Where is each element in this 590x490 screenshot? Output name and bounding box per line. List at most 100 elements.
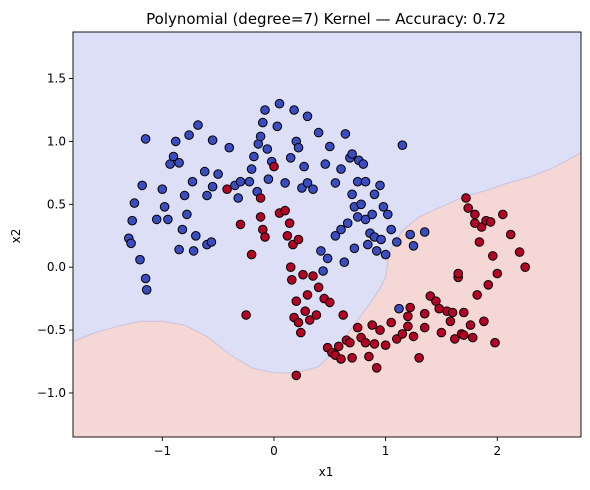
scatter-point-class-1: [235, 219, 246, 230]
scatter-point-class-0: [405, 229, 416, 240]
scatter-point-class-1: [293, 234, 304, 245]
scatter-point-class-0: [302, 178, 313, 188]
scatter-point-class-0: [367, 209, 378, 220]
scatter-point-class-0: [330, 178, 341, 188]
scatter-point-class-1: [414, 353, 424, 363]
scatter-point-class-0: [356, 199, 366, 210]
scatter-point-class-0: [262, 144, 273, 154]
scatter-point-class-0: [163, 214, 173, 225]
scatter-point-class-1: [459, 307, 469, 318]
scatter-point-class-1: [325, 297, 335, 308]
scatter-point-class-1: [255, 212, 266, 222]
scatter-point-class-0: [322, 253, 333, 264]
scatter-point-class-0: [272, 121, 283, 132]
y-tick-label: −0.5: [37, 323, 66, 337]
scatter-point-class-1: [472, 290, 483, 300]
scatter-point-class-1: [483, 280, 494, 290]
scatter-point-class-0: [193, 120, 203, 130]
scatter-point-class-0: [184, 130, 194, 140]
scatter-point-class-0: [168, 151, 179, 162]
scatter-point-class-1: [459, 330, 469, 340]
scatter-point-class-0: [170, 136, 181, 147]
scatter-point-class-1: [333, 341, 344, 352]
scatter-point-class-1: [255, 193, 266, 203]
scatter-point-class-1: [338, 310, 349, 320]
scatter-point-class-0: [274, 98, 285, 109]
scatter-point-class-1: [434, 303, 445, 314]
scatter-point-class-1: [367, 320, 378, 330]
y-tick-label: 0.0: [47, 260, 66, 274]
scatter-point-class-1: [371, 363, 382, 373]
scatter-point-class-0: [258, 117, 268, 128]
y-tick-label: −1.0: [37, 386, 66, 400]
scatter-point-class-1: [445, 316, 456, 327]
scatter-point-class-1: [490, 337, 500, 348]
scatter-point-class-0: [330, 231, 341, 241]
scatter-point-class-1: [386, 317, 397, 328]
scatter-point-class-0: [255, 131, 266, 142]
scatter-point-class-0: [408, 241, 419, 251]
scatter-point-class-0: [207, 181, 218, 192]
scatter-point-class-1: [488, 251, 498, 261]
scatter-point-class-1: [291, 370, 302, 381]
scatter-point-class-0: [188, 246, 199, 256]
scatter-point-class-1: [436, 327, 447, 338]
y-tick-label: 1.5: [47, 72, 66, 86]
scatter-point-class-1: [308, 271, 318, 281]
scatter-point-class-1: [291, 296, 302, 307]
scatter-point-class-0: [263, 174, 274, 184]
scatter-point-class-1: [485, 217, 496, 227]
y-axis-label: x2: [9, 229, 23, 244]
scatter-point-class-0: [336, 224, 346, 235]
chart-title: Polynomial (degree=7) Kernel — Accuracy:…: [146, 10, 506, 28]
scatter-point-class-0: [177, 224, 188, 235]
scatter-point-class-1: [470, 218, 480, 228]
scatter-point-class-1: [453, 268, 464, 279]
x-tick-label: 2: [493, 444, 501, 458]
scatter-point-class-0: [157, 184, 168, 194]
scatter-point-class-1: [284, 218, 295, 228]
scatter-point-class-1: [461, 193, 471, 203]
scatter-point-class-1: [403, 311, 413, 322]
x-axis-label: x1: [319, 465, 334, 479]
scatter-point-class-1: [479, 316, 489, 327]
scatter-point-class-0: [360, 214, 371, 225]
scatter-point-class-0: [199, 166, 210, 177]
scatter-point-class-0: [313, 127, 324, 138]
scatter-point-class-0: [151, 214, 162, 225]
scatter-point-class-0: [260, 105, 270, 115]
scatter-point-class-1: [246, 249, 257, 260]
scatter-point-class-1: [260, 232, 270, 242]
scatter-point-class-1: [298, 269, 308, 280]
scatter-point-class-1: [304, 315, 315, 325]
scatter-point-class-1: [514, 247, 525, 257]
scatter-point-class-1: [405, 302, 416, 313]
scatter-point-class-1: [520, 262, 531, 273]
scatter-point-class-0: [191, 231, 201, 241]
scatter-point-class-0: [375, 180, 385, 191]
scatter-point-class-1: [313, 282, 324, 293]
scatter-point-class-1: [375, 325, 385, 335]
scatter-point-class-1: [408, 331, 419, 342]
scatter-point-class-0: [135, 254, 145, 265]
scatter-point-class-0: [340, 129, 351, 139]
scatter-point-class-0: [244, 176, 255, 187]
scatter-point-class-1: [474, 237, 485, 247]
scatter-point-class-0: [213, 169, 223, 179]
scatter-point-class-1: [403, 321, 413, 332]
scatter-point-class-1: [269, 161, 279, 172]
scatter-point-class-0: [318, 266, 328, 276]
scatter-point-class-1: [302, 290, 313, 300]
plot-area: [72, 31, 582, 438]
scatter-point-class-1: [419, 322, 430, 333]
scatter-point-class-0: [419, 227, 430, 237]
scatter-point-class-0: [233, 193, 243, 203]
scatter-point-class-0: [137, 180, 147, 191]
scatter-point-class-1: [282, 231, 293, 241]
scatter-point-class-0: [285, 153, 296, 163]
scatter-points: [124, 98, 531, 381]
scatter-point-class-0: [360, 176, 371, 187]
scatter-point-class-0: [174, 158, 184, 168]
scatter-point-class-0: [347, 149, 357, 159]
scatter-point-class-1: [467, 332, 478, 343]
